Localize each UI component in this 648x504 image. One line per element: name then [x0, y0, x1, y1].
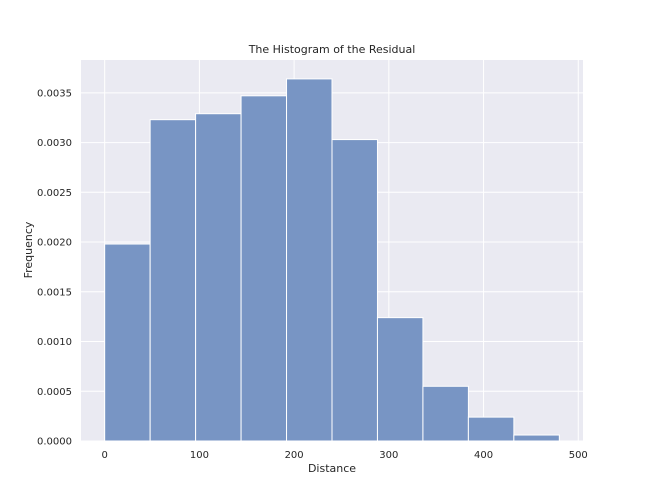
chart-title: The Histogram of the Residual: [248, 43, 416, 56]
x-tick-label: 0: [101, 450, 107, 461]
y-tick-label: 0.0015: [37, 287, 72, 298]
histogram-bar: [467, 416, 515, 442]
histogram-bar: [149, 119, 197, 442]
y-tick-label: 0.0005: [37, 387, 72, 398]
histogram-bar: [331, 139, 378, 442]
x-axis-label: Distance: [308, 462, 356, 475]
x-tick-label: 100: [190, 450, 209, 461]
histogram-bar: [240, 95, 288, 442]
histogram-bar: [104, 243, 151, 442]
histogram-bar: [195, 113, 242, 442]
histogram-bar: [376, 317, 424, 442]
histogram-bar: [286, 78, 333, 442]
histogram-bar: [422, 385, 469, 442]
y-tick-label: 0.0035: [37, 88, 72, 99]
y-axis-label: Frequency: [22, 221, 35, 278]
y-tick-label: 0.0000: [37, 437, 72, 448]
x-tick-label: 300: [379, 450, 398, 461]
histogram-bars: [104, 78, 560, 442]
y-tick-label: 0.0025: [37, 188, 72, 199]
y-tick-label: 0.0020: [37, 238, 72, 249]
y-tick-label: 0.0030: [37, 138, 72, 149]
y-tick-label: 0.0010: [37, 337, 72, 348]
x-tick-label: 500: [569, 450, 588, 461]
histogram-bar: [513, 434, 560, 442]
y-axis-ticks: 0.0000 0.0005 0.0010 0.0015 0.0020 0.0025 0.00…: [37, 88, 72, 447]
x-tick-label: 200: [285, 450, 304, 461]
x-axis-ticks: 0 100 200 300 400 500: [101, 450, 587, 461]
x-tick-label: 400: [474, 450, 493, 461]
